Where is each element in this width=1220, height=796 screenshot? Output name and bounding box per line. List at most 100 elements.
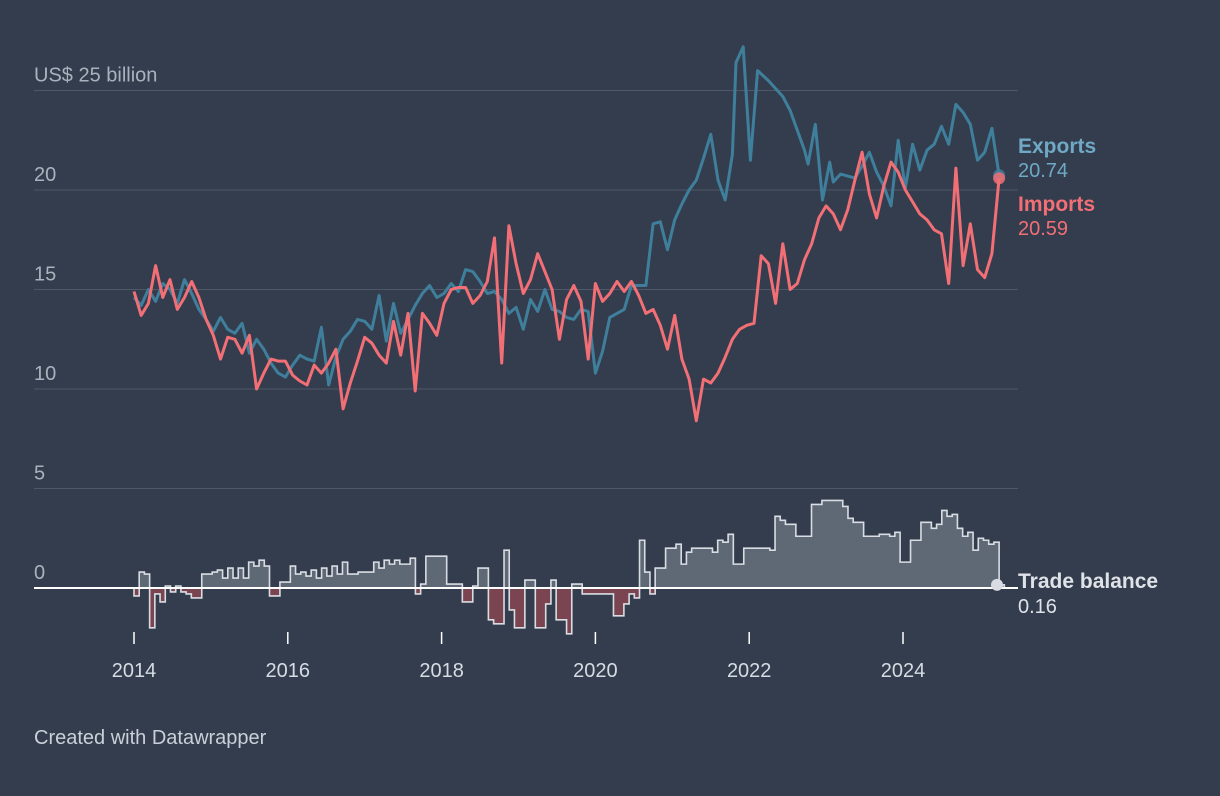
balance-bar — [801, 536, 807, 588]
balance-bar — [649, 588, 656, 594]
balance-bar — [665, 548, 672, 588]
balance-bar — [342, 562, 348, 588]
balance-bar — [384, 560, 390, 588]
balance-bar — [769, 550, 776, 588]
balance-bar — [670, 548, 677, 588]
imports-end-value: 20.59 — [1018, 218, 1068, 240]
balance-bar — [248, 562, 255, 588]
balance-bar — [477, 568, 484, 588]
balance-bar — [368, 572, 375, 588]
balance-bar — [952, 514, 958, 588]
balance-bar — [889, 536, 896, 588]
balance-bar — [451, 584, 458, 588]
balance-bar — [613, 588, 619, 616]
balance-bar — [910, 540, 917, 588]
balance-bar — [180, 588, 187, 592]
balance-bar — [389, 564, 395, 588]
balance-bar — [879, 534, 885, 588]
balance-bar — [874, 536, 880, 588]
balance-bar — [847, 518, 854, 588]
balance-bar — [842, 506, 849, 588]
balance-bar — [540, 588, 547, 628]
balance-bar — [394, 560, 401, 588]
balance-bar — [206, 574, 213, 588]
balance-bar — [488, 588, 494, 620]
balance-bar — [608, 588, 614, 594]
balance-bar — [556, 588, 562, 620]
balance-bar — [139, 572, 145, 588]
balance-bar — [780, 520, 786, 588]
balance-outline — [133, 499, 1006, 635]
balance-bar — [566, 588, 573, 634]
balance-bar — [931, 528, 937, 588]
balance-bar — [858, 522, 864, 588]
balance-bar — [926, 522, 932, 588]
balance-bar — [373, 562, 380, 588]
balance-bar — [795, 536, 802, 588]
balance-bar — [957, 528, 963, 588]
balance-bar — [358, 572, 364, 588]
balance-bar — [378, 568, 385, 588]
balance-bar — [827, 500, 833, 588]
balance-bar — [441, 556, 447, 588]
balance-bar — [821, 500, 828, 588]
balance-bar — [431, 556, 437, 588]
balance-bar — [759, 548, 765, 588]
balance-bar — [816, 504, 823, 588]
balance-bar — [728, 534, 734, 588]
balance-bar — [295, 574, 302, 588]
y-tick-label: 15 — [34, 264, 56, 286]
balance-bar — [519, 588, 526, 628]
trade-balance-series-name: Trade balance — [1018, 570, 1158, 593]
balance-bar — [947, 516, 953, 588]
balance-bar — [462, 588, 468, 602]
balance-bar — [597, 588, 604, 594]
balance-bar — [337, 574, 343, 588]
chart-credit: Created with Datawrapper — [34, 727, 267, 749]
balance-bar — [347, 574, 354, 588]
balance-bar — [884, 534, 890, 588]
balance-bar — [134, 588, 140, 596]
imports-end-dot — [993, 172, 1006, 185]
balance-bar — [436, 556, 442, 588]
zero-baseline — [34, 578, 1018, 591]
balance-bar — [915, 540, 922, 588]
balance-bar — [655, 568, 661, 588]
balance-bar — [748, 548, 755, 588]
balance-bar — [483, 568, 489, 588]
gridlines: 0 5 10 15 20 US$ 25 billion — [34, 65, 1018, 584]
balance-bar — [905, 562, 911, 588]
balance-bar — [253, 566, 260, 588]
balance-bar — [509, 588, 515, 610]
balance-bar — [279, 582, 286, 588]
balance-bar — [587, 588, 593, 594]
balance-bar — [498, 588, 505, 624]
balance-bar — [894, 532, 901, 588]
balance-bar — [514, 588, 520, 628]
balance-bar — [717, 540, 724, 588]
balance-bar — [764, 548, 771, 588]
balance-bar — [696, 548, 703, 588]
balance-bar — [702, 548, 708, 588]
balance-bar — [707, 548, 713, 588]
balance-bar — [576, 584, 583, 588]
balance-bar — [326, 576, 333, 588]
balance-bar — [832, 500, 838, 588]
balance-bar — [415, 588, 421, 594]
balance-bar — [863, 536, 870, 588]
balance-bar — [160, 588, 166, 602]
balance-bar — [936, 524, 943, 588]
x-tick-label: 2024 — [881, 660, 926, 682]
balance-bar — [722, 542, 729, 588]
x-axis: 2014 2016 2018 2020 2022 2024 — [112, 632, 926, 682]
balance-bar — [399, 564, 406, 588]
balance-bar — [639, 540, 646, 588]
balance-bar — [269, 588, 276, 596]
balance-bar — [618, 588, 625, 616]
x-tick-label: 2016 — [266, 660, 311, 682]
y-tick-label: US$ 25 billion — [34, 65, 157, 87]
balance-bar — [144, 574, 150, 588]
balance-bar — [712, 552, 718, 588]
balance-bar — [733, 564, 739, 588]
